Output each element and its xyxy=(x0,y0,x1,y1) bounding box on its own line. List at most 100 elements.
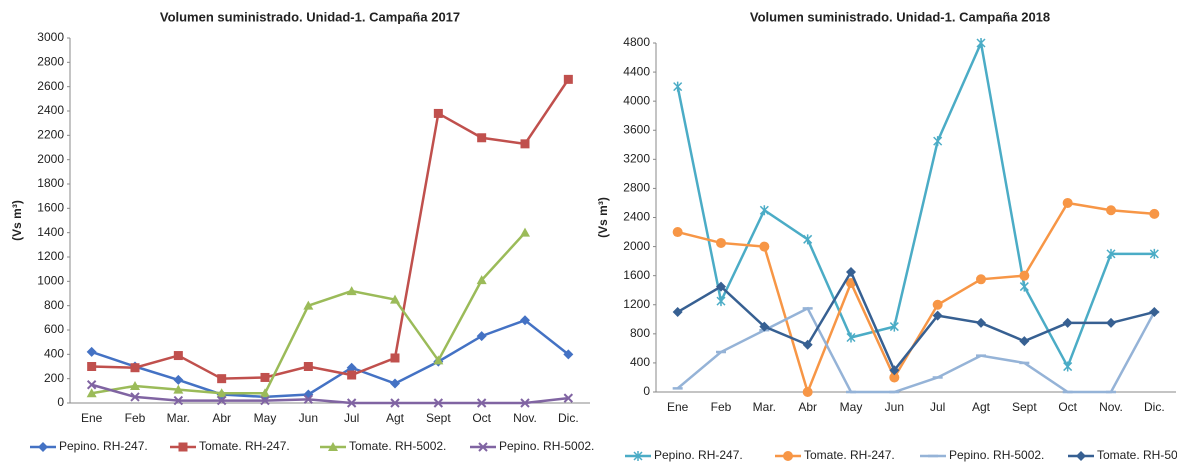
marker xyxy=(86,388,97,398)
marker xyxy=(173,351,183,361)
y-tick-label: 4400 xyxy=(623,64,650,78)
x-tick-label: Nov. xyxy=(513,411,537,425)
marker xyxy=(563,349,574,360)
marker xyxy=(673,81,683,92)
marker xyxy=(346,362,357,373)
marker xyxy=(390,378,400,389)
marker xyxy=(1019,281,1029,292)
y-tick-label: 2400 xyxy=(623,210,650,224)
chart-title: Volumen suministrado. Unidad-1. Campaña … xyxy=(160,9,460,24)
marker xyxy=(87,362,97,371)
marker xyxy=(976,317,986,328)
x-tick-label: Oct xyxy=(472,411,491,425)
marker xyxy=(1076,451,1086,461)
y-tick-label: 600 xyxy=(44,322,64,336)
marker xyxy=(889,365,900,376)
y-tick-label: 2800 xyxy=(37,55,64,69)
marker xyxy=(846,267,856,278)
marker xyxy=(478,442,488,452)
legend-label: Tomate. RH-5002. xyxy=(349,439,446,453)
y-tick-label: 800 xyxy=(630,326,650,340)
x-tick-label: Dic. xyxy=(558,411,579,425)
marker xyxy=(1019,336,1030,347)
marker xyxy=(476,398,487,408)
y-tick-label: 1400 xyxy=(37,225,64,239)
marker xyxy=(173,395,184,406)
x-tick-label: Abr xyxy=(798,400,817,414)
marker xyxy=(476,331,487,342)
marker xyxy=(260,395,270,406)
marker xyxy=(759,241,770,252)
x-tick-label: Abr xyxy=(212,411,231,425)
y-tick-label: 400 xyxy=(44,347,64,361)
marker xyxy=(178,442,188,452)
legend-label: Tomate. RH-247. xyxy=(199,439,290,453)
marker xyxy=(390,398,400,408)
marker xyxy=(346,398,357,408)
series-line xyxy=(91,78,570,380)
marker xyxy=(328,442,338,451)
y-tick-label: 2000 xyxy=(623,239,650,253)
marker xyxy=(347,370,357,380)
marker xyxy=(86,380,97,390)
marker xyxy=(783,451,793,461)
marker xyxy=(1106,317,1116,328)
marker xyxy=(476,275,487,285)
legend-label: Pepino. RH-247. xyxy=(59,439,148,453)
marker xyxy=(1019,270,1030,281)
marker xyxy=(173,374,184,385)
y-tick-label: 3600 xyxy=(623,122,650,136)
marker xyxy=(173,384,184,394)
marker xyxy=(217,374,227,384)
x-tick-label: Jun xyxy=(885,400,904,414)
x-tick-label: Mar. xyxy=(753,400,776,414)
marker xyxy=(130,392,140,402)
marker xyxy=(260,388,270,398)
marker xyxy=(933,136,943,147)
marker xyxy=(759,321,770,332)
y-tick-label: 2400 xyxy=(37,103,64,117)
y-tick-label: 200 xyxy=(44,371,64,385)
marker xyxy=(563,393,574,403)
y-tick-label: 2600 xyxy=(37,79,64,93)
marker xyxy=(216,395,227,406)
marker xyxy=(1149,248,1159,259)
y-tick-label: 1600 xyxy=(37,201,64,215)
x-tick-label: Sept xyxy=(426,411,451,425)
marker xyxy=(1106,248,1116,259)
marker xyxy=(803,234,813,245)
y-tick-label: 4000 xyxy=(623,93,650,107)
marker xyxy=(520,227,530,237)
legend-label: Pepino. RH-5002. xyxy=(949,448,1044,462)
marker xyxy=(716,281,726,292)
marker xyxy=(346,286,357,296)
marker xyxy=(976,38,986,48)
x-tick-label: Feb xyxy=(125,411,146,425)
marker xyxy=(520,398,530,408)
marker xyxy=(672,227,683,238)
marker xyxy=(520,139,530,149)
marker xyxy=(889,321,899,332)
marker xyxy=(932,310,943,321)
y-tick-label: 1600 xyxy=(623,268,650,282)
marker xyxy=(390,353,400,363)
y-tick-label: 400 xyxy=(630,355,650,369)
marker xyxy=(976,274,986,285)
marker xyxy=(260,372,270,382)
x-tick-label: Ene xyxy=(81,411,103,425)
y-tick-label: 3200 xyxy=(623,152,650,166)
marker xyxy=(390,294,400,304)
x-tick-label: Dic. xyxy=(1144,400,1165,414)
series-line xyxy=(676,38,1155,370)
marker xyxy=(802,387,813,397)
x-tick-label: Jul xyxy=(344,411,359,425)
marker xyxy=(1063,361,1073,372)
x-tick-label: Ene xyxy=(667,400,689,414)
marker xyxy=(520,315,530,326)
marker xyxy=(38,442,48,452)
marker xyxy=(1149,208,1160,219)
marker xyxy=(802,339,813,350)
marker xyxy=(633,451,643,461)
y-axis-label: (Vs m³) xyxy=(10,200,24,241)
x-tick-label: Jul xyxy=(930,400,945,414)
